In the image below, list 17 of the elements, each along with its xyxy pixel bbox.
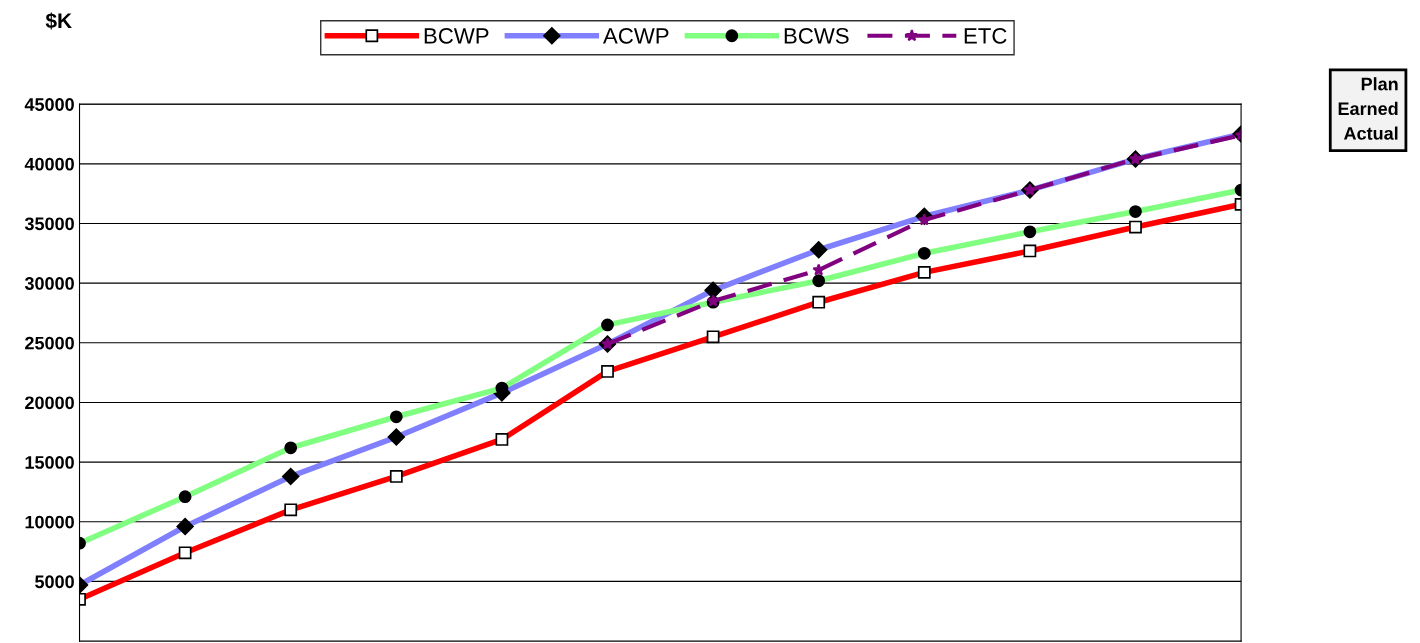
legend-label: BCWP [424,28,489,44]
text: Earned [1338,101,1398,116]
legend-label: ACWP [603,28,669,44]
y-tick-label: 25000 [25,336,74,350]
y-tick-label: 35000 [24,217,74,231]
y-axis-title: $K [45,12,72,30]
y-tick-label: 15000 [25,456,74,469]
y-tick-label: 10000 [25,515,74,529]
text: Plan [1361,77,1398,91]
legend-label: BCWS [784,28,849,44]
y-tick-label: 5000 [35,575,74,589]
text: Actual [1343,126,1398,140]
legend-label: ETC [964,28,1007,44]
y-tick-label: 45000 [24,98,74,111]
y-tick-label: 40000 [24,157,74,171]
y-tick-label: 20000 [25,396,74,410]
y-tick-label: 30000 [24,277,74,290]
